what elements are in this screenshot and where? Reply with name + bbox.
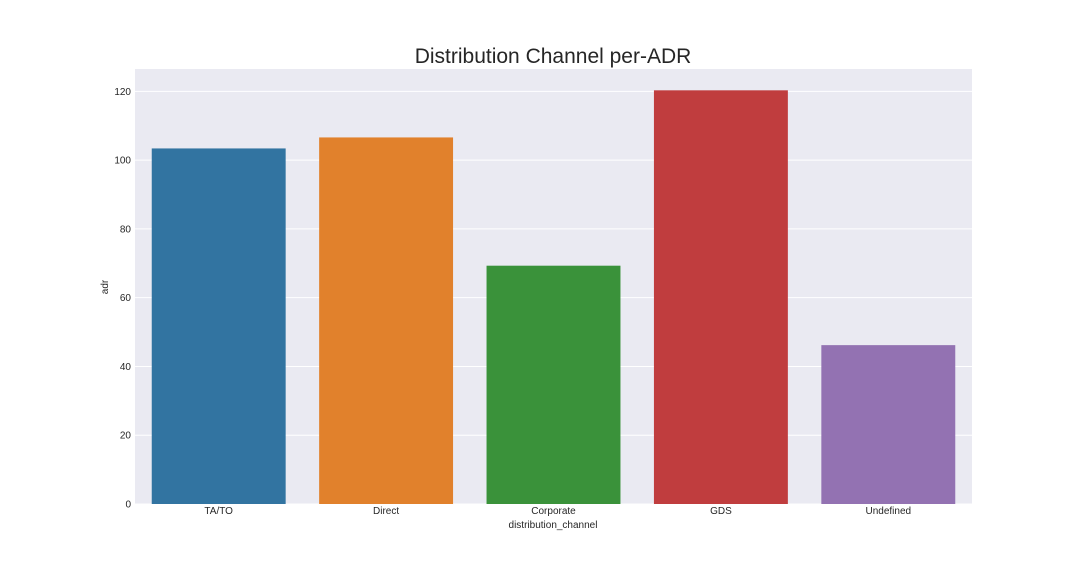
bar-undefined bbox=[821, 345, 956, 504]
y-tick-label: 0 bbox=[125, 500, 131, 511]
y-tick-label: 40 bbox=[120, 362, 132, 373]
bar-ta-to bbox=[151, 148, 286, 504]
chart-title: Distribution Channel per-ADR bbox=[415, 45, 692, 68]
y-tick-label: 60 bbox=[120, 293, 132, 304]
y-axis-label: adr bbox=[100, 279, 111, 294]
x-tick-label: Undefined bbox=[866, 506, 912, 517]
bars bbox=[151, 90, 956, 504]
x-tick-label: Direct bbox=[373, 506, 399, 517]
y-tick-labels: 0 20 40 60 80 100 120 bbox=[114, 87, 131, 511]
x-axis-label: distribution_channel bbox=[509, 520, 598, 531]
bar-direct bbox=[319, 137, 454, 504]
bar-gds bbox=[653, 90, 788, 504]
y-tick-label: 20 bbox=[120, 431, 132, 442]
x-tick-labels: TA/TO Direct Corporate GDS Undefined bbox=[204, 506, 911, 517]
y-tick-label: 120 bbox=[114, 87, 131, 98]
y-tick-label: 100 bbox=[114, 156, 131, 167]
bar-corporate bbox=[486, 265, 621, 504]
y-tick-label: 80 bbox=[120, 224, 132, 235]
x-tick-label: Corporate bbox=[531, 506, 576, 517]
x-tick-label: GDS bbox=[710, 506, 732, 517]
x-tick-label: TA/TO bbox=[204, 506, 233, 517]
